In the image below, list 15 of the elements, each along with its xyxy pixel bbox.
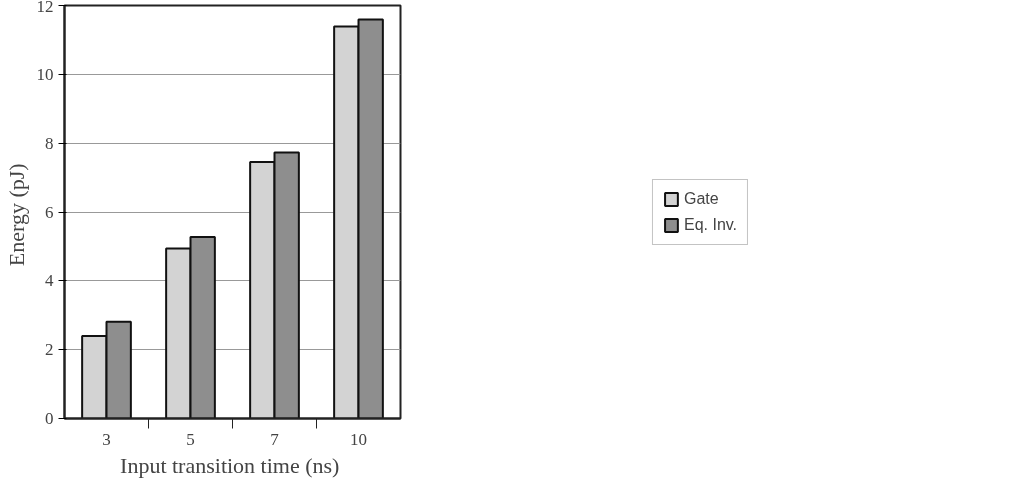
x-tick-label: 3	[102, 429, 111, 449]
y-tick-label: 0	[45, 409, 54, 428]
x-tick-label: 7	[270, 429, 280, 449]
y-tick-label: 10	[36, 64, 54, 84]
x-tick-label: 5	[186, 429, 195, 449]
x-tick-label: 10	[350, 429, 367, 449]
y-tick-label: 8	[45, 133, 54, 153]
y-tick-label: 6	[45, 202, 54, 222]
legend-label: Eq. Inv.	[683, 215, 738, 234]
y-tick-label: 12	[36, 0, 54, 16]
y-tick-label: 2	[45, 340, 54, 360]
x-axis-title: Input transition time (ns)	[120, 452, 340, 478]
legend-label: Gate	[683, 189, 719, 208]
y-axis-title: Energy (pJ)	[3, 163, 29, 267]
y-tick-label: 4	[45, 271, 54, 291]
